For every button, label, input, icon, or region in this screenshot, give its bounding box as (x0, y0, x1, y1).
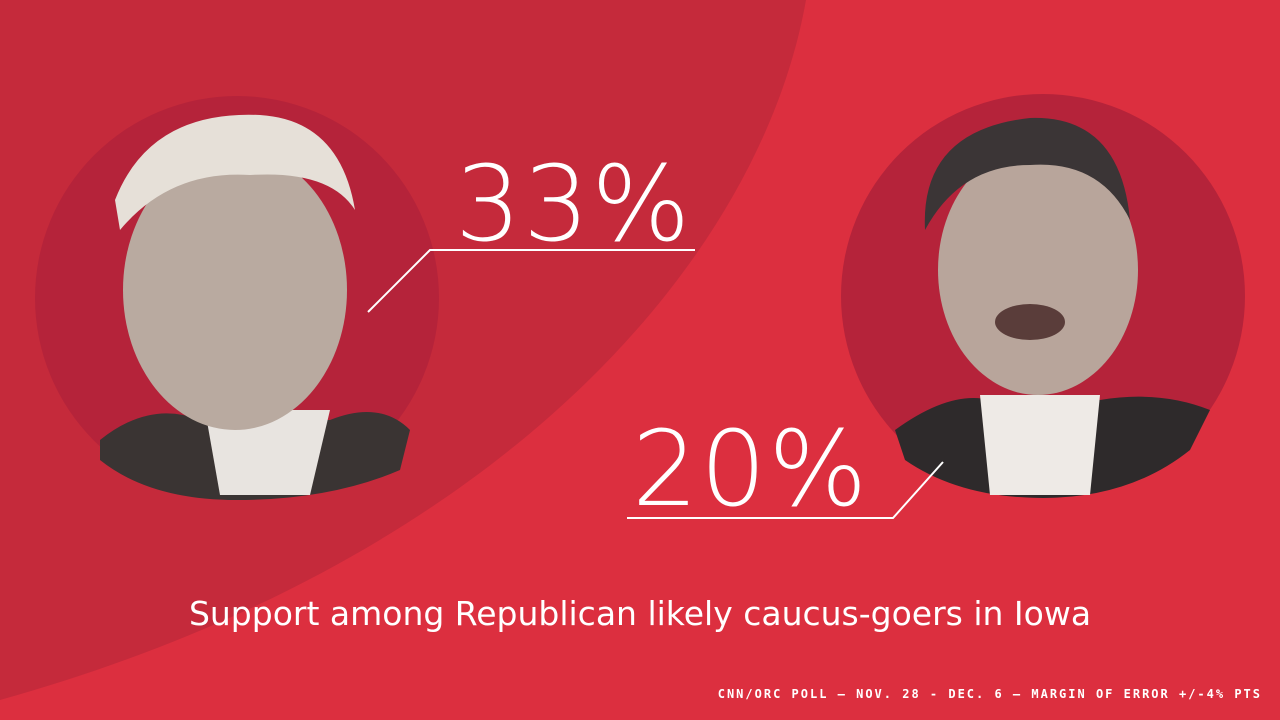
percentage: 33% (455, 143, 692, 265)
source: CNN/ORC POLL — NOV. 28 - DEC. 6 — MARGIN… (718, 687, 1262, 701)
caption: Support among Republican likely caucus-g… (189, 594, 1091, 633)
callout-right: 20% (627, 408, 944, 530)
portrait-right (841, 94, 1245, 498)
percentage: 20% (632, 408, 869, 530)
callout-left: 33% (367, 143, 695, 313)
portrait-left (35, 96, 439, 500)
